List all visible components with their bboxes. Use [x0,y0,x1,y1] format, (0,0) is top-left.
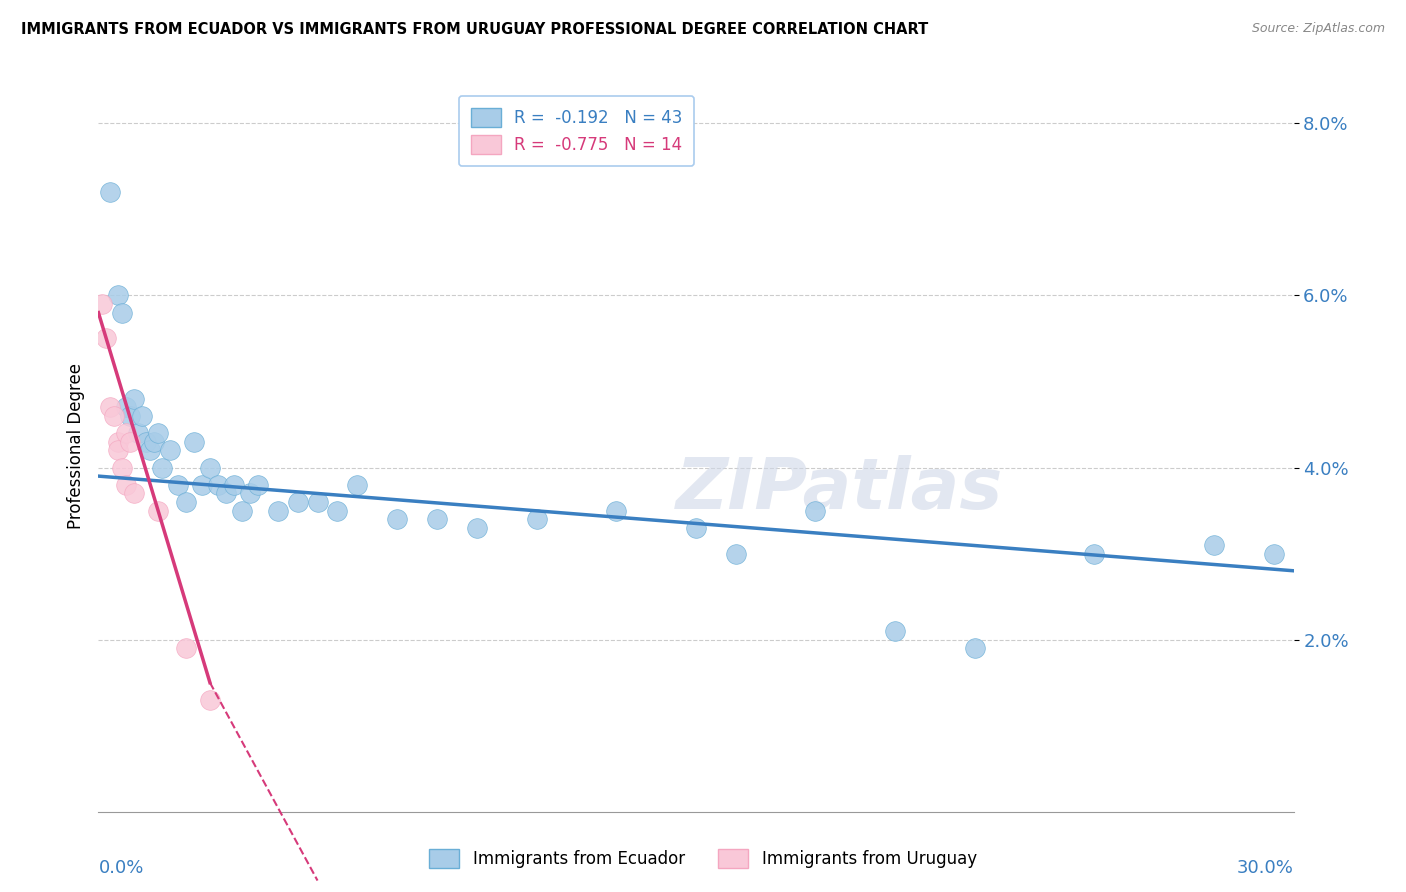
Point [148,503,170,517]
Point [139,443,162,458]
Point [111,460,134,475]
Point [150,460,173,475]
Point [724,547,747,561]
Point [198,460,221,475]
Point [884,624,907,638]
Text: ZIPatlas: ZIPatlas [676,456,1002,524]
Point [115,426,138,441]
Point [135,434,157,449]
Point [159,443,181,458]
Legend: Immigrants from Ecuador, Immigrants from Uruguay: Immigrants from Ecuador, Immigrants from… [423,842,983,875]
Point [215,486,238,500]
Point [685,521,707,535]
Point [426,512,449,526]
Point [107,443,129,458]
Point [127,426,149,441]
Point [963,641,986,656]
Point [605,503,627,517]
Point [167,477,190,491]
Point [174,641,197,656]
Point [124,486,146,500]
Point [143,434,166,449]
Point [103,409,125,423]
Point [326,503,349,517]
Point [346,477,368,491]
Point [385,512,409,526]
Point [239,486,262,500]
Point [287,495,309,509]
Point [1263,547,1285,561]
Point [120,434,142,449]
Point [198,693,221,707]
Point [1202,538,1225,552]
Point [91,297,114,311]
Text: 30.0%: 30.0% [1237,859,1294,877]
Point [231,503,253,517]
Point [174,495,197,509]
Point [307,495,329,509]
Point [465,521,488,535]
Point [246,477,269,491]
Point [131,409,153,423]
Text: 0.0%: 0.0% [98,859,143,877]
Point [267,503,290,517]
Point [96,331,118,345]
Point [124,392,146,406]
Point [107,288,129,302]
Point [98,401,122,415]
Point [526,512,548,526]
Point [120,409,142,423]
Point [148,426,170,441]
Point [111,305,134,319]
Point [98,185,122,199]
Legend: R =  -0.192   N = 43, R =  -0.775   N = 14: R = -0.192 N = 43, R = -0.775 N = 14 [458,96,695,166]
Point [207,477,229,491]
Point [804,503,827,517]
Point [115,477,138,491]
Text: IMMIGRANTS FROM ECUADOR VS IMMIGRANTS FROM URUGUAY PROFESSIONAL DEGREE CORRELATI: IMMIGRANTS FROM ECUADOR VS IMMIGRANTS FR… [21,22,928,37]
Point [183,434,205,449]
Point [191,477,214,491]
Point [1083,547,1105,561]
Y-axis label: Professional Degree: Professional Degree [66,363,84,529]
Point [107,434,129,449]
Point [115,401,138,415]
Point [222,477,245,491]
Text: Source: ZipAtlas.com: Source: ZipAtlas.com [1251,22,1385,36]
